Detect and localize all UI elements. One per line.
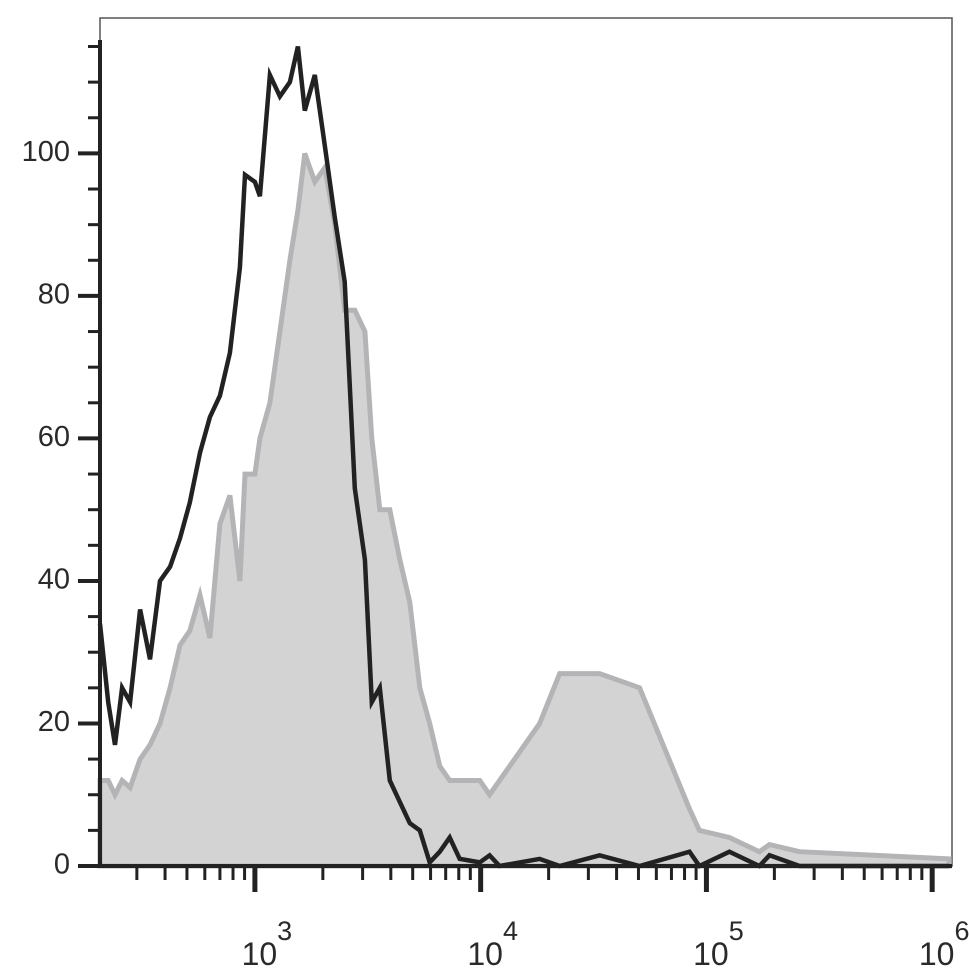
x-tick-label: 104	[467, 916, 518, 972]
x-tick-label: 106	[919, 916, 969, 972]
x-tick-exponent: 5	[729, 916, 744, 946]
y-tick-label: 100	[22, 136, 70, 168]
x-tick-label: 103	[242, 916, 293, 972]
area	[97, 152, 952, 869]
x-tick-label: 105	[693, 916, 744, 972]
x-tick-base: 10	[242, 936, 278, 972]
y-tick-label: 60	[38, 421, 70, 453]
y-tick-label: 80	[38, 279, 70, 311]
x-tick-base: 10	[693, 936, 729, 972]
x-tick-exponent: 3	[277, 916, 292, 946]
y-tick-label: 40	[38, 564, 70, 596]
x-tick-base: 10	[919, 936, 955, 972]
y-tick-label: 20	[38, 706, 70, 738]
y-tick-label: 0	[54, 849, 70, 881]
x-tick-exponent: 4	[503, 916, 518, 946]
x-tick-base: 10	[467, 936, 503, 972]
x-tick-exponent: 6	[954, 916, 969, 946]
